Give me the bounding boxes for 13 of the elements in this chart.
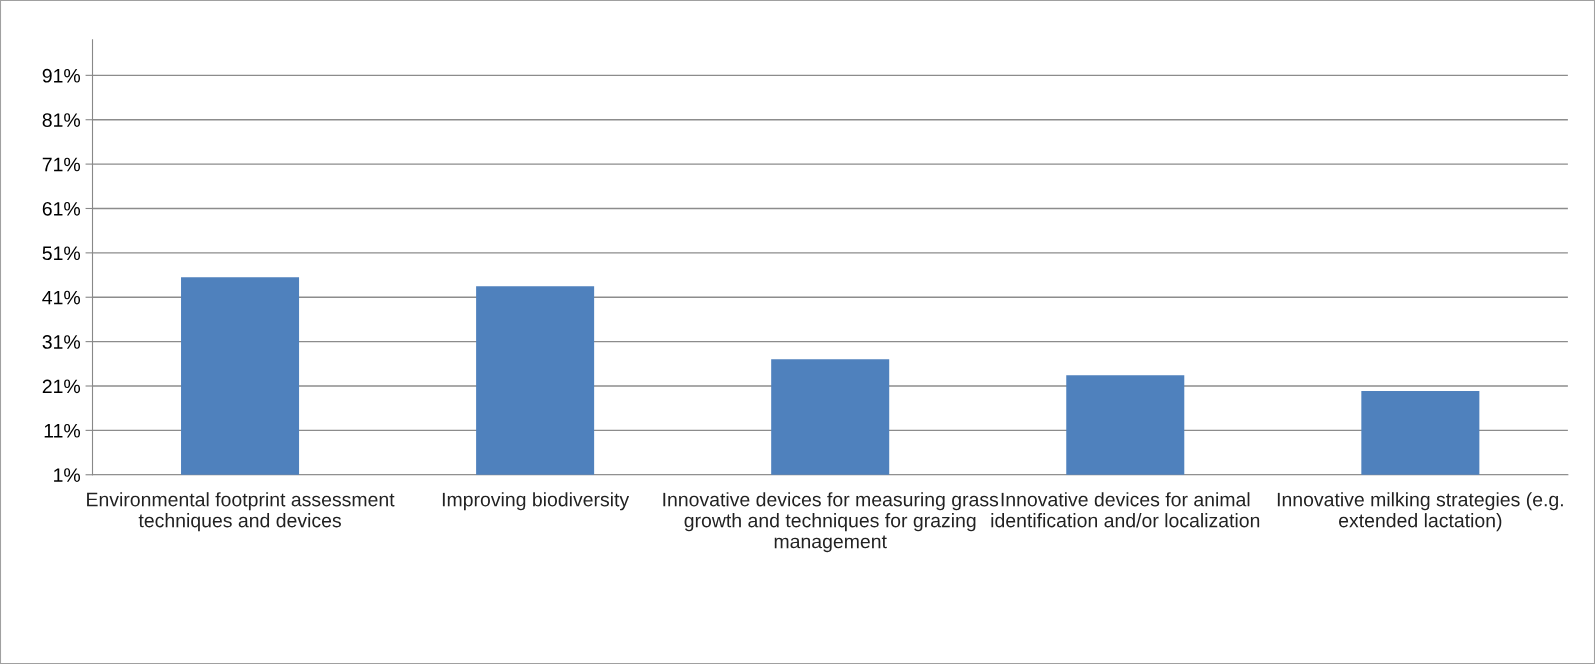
- x-tick-label: Innovative milking strategies (e.g. extended lactation): [1277, 492, 1563, 532]
- y-tick-label: 1%: [54, 468, 81, 482]
- y-tick-label: 81%: [42, 113, 81, 127]
- y-tick-label: 51%: [42, 246, 81, 261]
- y-tick-label: 31%: [42, 335, 81, 349]
- y-tick-label: 41%: [42, 290, 81, 305]
- y-tick-label: 71%: [42, 157, 81, 172]
- x-tick-label: Environmental footprint assessment techniques and devices: [87, 492, 395, 532]
- x-tick-label: Improving biodiversity: [442, 492, 630, 511]
- y-tick-label: 21%: [42, 379, 81, 394]
- y-tick-label: 11%: [44, 423, 81, 438]
- y-tick-label: 91%: [42, 68, 81, 83]
- y-tick-label: 61%: [42, 201, 81, 216]
